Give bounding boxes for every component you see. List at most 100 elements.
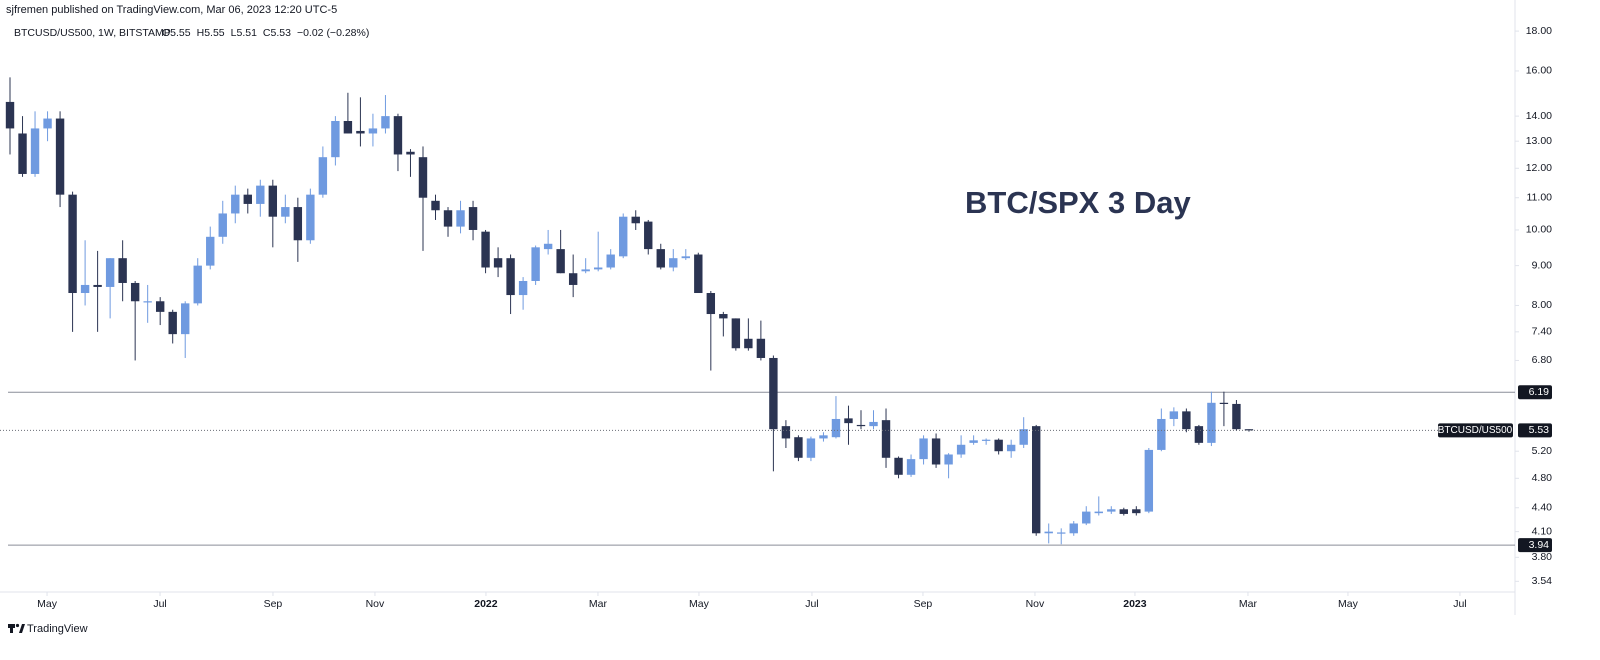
x-tick-label: Jul xyxy=(1453,598,1466,610)
last-price-label: 5.53 xyxy=(1529,424,1550,436)
ohlc-value: O5.55 xyxy=(162,27,191,39)
candle-body xyxy=(819,435,828,439)
y-tick-label: 18.00 xyxy=(1526,25,1552,37)
candle-body xyxy=(969,440,978,443)
candle-body xyxy=(831,418,841,438)
candle-body xyxy=(293,207,303,241)
y-tick-label: 7.40 xyxy=(1532,326,1553,338)
price-label: 6.19 xyxy=(1529,386,1550,398)
y-tick-label: 9.00 xyxy=(1532,259,1553,271)
candle-body xyxy=(869,421,878,427)
candle-body xyxy=(18,133,27,174)
candle-body xyxy=(368,128,378,134)
candle-body xyxy=(669,258,678,268)
candle-body xyxy=(543,243,553,250)
x-tick-label: Jul xyxy=(153,598,166,610)
candle-body xyxy=(193,265,202,304)
candle-body xyxy=(956,444,966,455)
candle-body xyxy=(393,116,403,155)
candle-body xyxy=(1107,509,1116,512)
candle-body xyxy=(243,194,252,204)
candle-body xyxy=(30,128,40,174)
candle-body xyxy=(5,101,15,129)
candle-body xyxy=(118,258,127,283)
candle-body xyxy=(518,280,528,296)
candle-body xyxy=(731,318,741,349)
candle-body xyxy=(531,247,540,281)
candle-body xyxy=(331,120,340,158)
candle-body xyxy=(1094,511,1103,514)
candle-body xyxy=(568,273,578,285)
price-label-box xyxy=(1518,385,1552,400)
ohlc-value: L5.51 xyxy=(231,27,257,39)
candle-body xyxy=(343,120,353,134)
candle-body xyxy=(206,236,215,266)
y-tick-label: 8.00 xyxy=(1532,299,1553,311)
candle-body xyxy=(1069,523,1078,534)
last-price-box xyxy=(1518,423,1552,438)
candle-body xyxy=(744,338,753,349)
candle-body xyxy=(881,420,891,458)
candle-body xyxy=(593,267,603,270)
symbol-info: BTCUSD/US500, 1W, BITSTAMP xyxy=(14,27,171,39)
candle-body xyxy=(231,194,240,214)
x-tick-label: May xyxy=(37,598,58,610)
y-tick-label: 10.00 xyxy=(1526,224,1552,236)
candle-body xyxy=(306,194,315,241)
ohlc-value: C5.53 xyxy=(263,27,291,39)
logo xyxy=(8,623,25,633)
candle-body xyxy=(155,301,165,312)
candle-body xyxy=(1031,426,1041,534)
x-tick-label: 2022 xyxy=(474,598,498,610)
candle-body xyxy=(769,357,778,430)
y-tick-label: 14.00 xyxy=(1526,110,1552,122)
candle-body xyxy=(856,424,866,427)
candle-body xyxy=(1219,402,1229,404)
x-tick-label: Mar xyxy=(589,598,608,610)
candle-body xyxy=(456,210,465,227)
candle-body xyxy=(706,293,716,315)
x-tick-label: Sep xyxy=(914,598,933,610)
logo-shape xyxy=(15,623,20,628)
candle-body xyxy=(168,311,177,335)
candle-body xyxy=(1232,403,1241,430)
candle-body xyxy=(619,216,628,257)
footer-brand: TradingView xyxy=(27,623,88,635)
candle-body xyxy=(931,438,941,465)
candle-body xyxy=(981,439,991,441)
last-price-name: BTCUSD/US500 xyxy=(1438,425,1513,436)
candle-body xyxy=(944,454,953,465)
candle-body xyxy=(93,284,102,287)
logo-shape xyxy=(10,624,13,633)
x-tick-label: Jul xyxy=(805,598,818,610)
candle-body xyxy=(443,210,453,227)
y-tick-label: 4.80 xyxy=(1532,472,1553,484)
y-tick-label: 6.80 xyxy=(1532,354,1553,366)
candle-body xyxy=(606,254,615,268)
candle-body xyxy=(43,118,52,129)
candle-body xyxy=(756,338,766,358)
publisher-header: sjfremen published on TradingView.com, M… xyxy=(6,4,337,16)
candle-body xyxy=(894,457,903,475)
candle-body xyxy=(906,459,916,475)
candle-body xyxy=(318,157,328,195)
y-tick-label: 3.80 xyxy=(1532,551,1553,563)
candle-body xyxy=(781,426,791,439)
x-tick-label: 2023 xyxy=(1123,598,1147,610)
candle-body xyxy=(143,301,152,303)
candle-body xyxy=(1044,531,1053,534)
change-value: −0.02 (−0.28%) xyxy=(297,27,369,39)
y-tick-label: 11.00 xyxy=(1527,192,1553,204)
candle-body xyxy=(844,418,853,424)
candle-body xyxy=(68,194,77,294)
candle-body xyxy=(1157,418,1166,450)
candle-body xyxy=(1182,411,1191,430)
candle-body xyxy=(218,213,227,237)
last-price-name-box xyxy=(1438,423,1513,438)
candle-body xyxy=(281,207,290,217)
candle-body xyxy=(1132,509,1141,514)
x-tick-label: May xyxy=(1338,598,1359,610)
candle-body xyxy=(481,231,490,268)
